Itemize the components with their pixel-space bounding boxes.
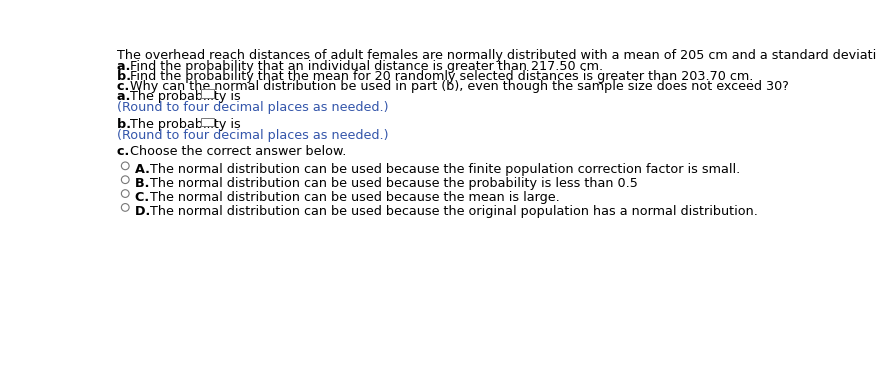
- Text: C.: C.: [134, 191, 158, 204]
- Text: The normal distribution can be used because the finite population correction fac: The normal distribution can be used beca…: [150, 163, 739, 176]
- Text: The probability is: The probability is: [130, 119, 240, 131]
- Text: b.: b.: [118, 70, 136, 83]
- Text: The probability is: The probability is: [130, 90, 240, 103]
- Circle shape: [121, 162, 129, 170]
- Text: The normal distribution can be used because the original population has a normal: The normal distribution can be used beca…: [150, 205, 757, 218]
- Text: b.: b.: [118, 119, 136, 131]
- Text: D.: D.: [134, 205, 159, 218]
- FancyBboxPatch shape: [201, 118, 213, 126]
- FancyBboxPatch shape: [201, 89, 213, 98]
- Text: The overhead reach distances of adult females are normally distributed with a me: The overhead reach distances of adult fe…: [118, 49, 877, 62]
- Text: (Round to four decimal places as needed.): (Round to four decimal places as needed.…: [118, 129, 389, 142]
- Circle shape: [121, 190, 129, 197]
- Text: a.: a.: [118, 90, 135, 103]
- Text: B.: B.: [134, 177, 158, 190]
- Text: c.: c.: [118, 80, 134, 93]
- Text: .: .: [214, 119, 218, 131]
- Circle shape: [121, 204, 129, 211]
- Text: Find the probability that an individual distance is greater than 217.50 cm.: Find the probability that an individual …: [130, 59, 602, 73]
- Text: c.: c.: [118, 145, 134, 158]
- Text: The normal distribution can be used because the probability is less than 0.5: The normal distribution can be used beca…: [150, 177, 638, 190]
- Text: A.: A.: [134, 163, 158, 176]
- Text: Choose the correct answer below.: Choose the correct answer below.: [130, 145, 346, 158]
- Text: a.: a.: [118, 59, 135, 73]
- Text: Why can the normal distribution be used in part (b), even though the sample size: Why can the normal distribution be used …: [130, 80, 788, 93]
- Text: The normal distribution can be used because the mean is large.: The normal distribution can be used beca…: [150, 191, 560, 204]
- Text: .: .: [214, 90, 218, 103]
- Text: Find the probability that the mean for 20 randomly selected distances is greater: Find the probability that the mean for 2…: [130, 70, 752, 83]
- Text: (Round to four decimal places as needed.): (Round to four decimal places as needed.…: [118, 101, 389, 114]
- Circle shape: [121, 176, 129, 184]
